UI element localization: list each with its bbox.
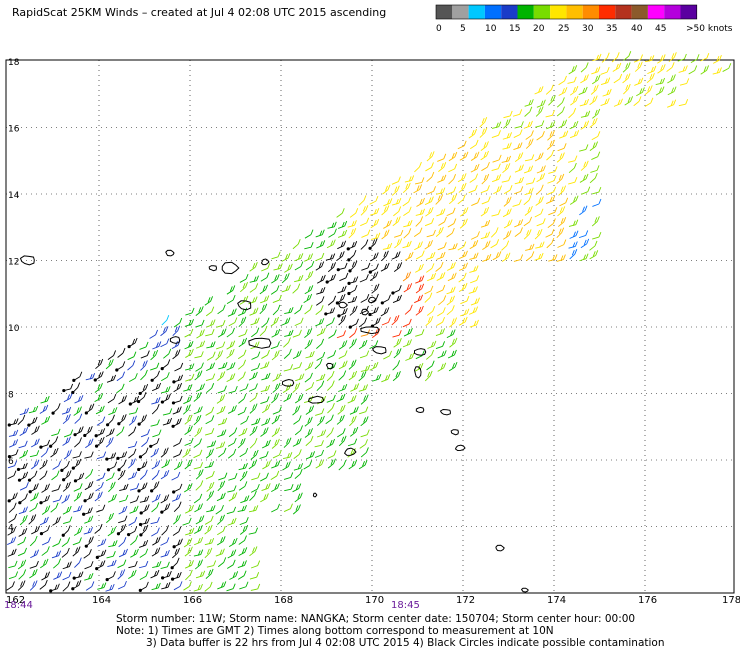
legend-swatch (550, 5, 567, 19)
island-outline (495, 544, 505, 552)
x-tick-label: 164 (92, 595, 111, 606)
x-tick-label: 162 (6, 595, 25, 606)
x-tick-label: 172 (456, 595, 475, 606)
legend-label: 45 (655, 24, 666, 34)
y-tick-label: 12 (8, 258, 19, 268)
island-outline (454, 444, 466, 452)
legend-swatch (631, 5, 648, 19)
island-outline (414, 348, 427, 356)
legend-swatch (517, 5, 534, 19)
island-outline (450, 429, 459, 436)
island-outline (413, 366, 422, 379)
y-tick-label: 16 (8, 125, 20, 135)
island-outline (19, 255, 35, 266)
legend-swatch (599, 5, 616, 19)
legend-label: 25 (558, 24, 569, 34)
y-tick-label: 18 (8, 58, 20, 68)
island-outline (367, 296, 377, 304)
island-outline (248, 337, 272, 349)
island-outline (208, 265, 218, 272)
legend-labels: 0 5 10 15 20 25 30 35 40 45 >50 knots (436, 24, 733, 34)
islands (19, 249, 529, 593)
legend-label: 35 (606, 24, 617, 34)
legend-label: 40 (631, 24, 643, 34)
y-tick-label: 4 (8, 524, 14, 534)
legend-swatch (452, 5, 469, 19)
x-tick-label: 178 (722, 595, 740, 606)
island-outline (415, 406, 425, 414)
island-outline (520, 587, 529, 593)
legend-label: 20 (533, 24, 545, 34)
footer-note-1: Note: 1) Times are GMT 2) Times along bo… (116, 625, 554, 637)
island-outline (237, 300, 252, 311)
legend-swatch (533, 5, 551, 19)
island-outline (343, 447, 357, 456)
island-outline (260, 258, 270, 266)
legend-label: 5 (460, 24, 466, 34)
y-tick-labels: 18 16 14 12 10 8 6 4 (8, 58, 20, 534)
x-tick-label: 174 (547, 595, 566, 606)
time-label-center: 18:45 (391, 600, 420, 611)
island-outline (325, 362, 334, 370)
footer-note-2: 3) Data buffer is 22 hrs from Jul 4 02:0… (146, 637, 665, 649)
y-tick-label: 10 (8, 324, 20, 334)
x-tick-label: 166 (183, 595, 202, 606)
legend-label: 15 (509, 24, 520, 34)
island-outline (360, 326, 380, 335)
legend-label: 30 (582, 24, 594, 34)
island-outline (165, 249, 175, 257)
legend-swatch (436, 5, 453, 19)
island-outline (169, 336, 181, 344)
y-tick-label: 14 (8, 191, 20, 201)
x-tick-label: 170 (365, 595, 384, 606)
island-outline (371, 346, 387, 355)
legend-swatch (680, 5, 697, 19)
footer-storm-info: Storm number: 11W; Storm name: NANGKA; S… (116, 613, 636, 625)
legend-swatch (582, 5, 599, 19)
island-outline (361, 308, 370, 316)
legend-label: 0 (436, 24, 442, 34)
wind-barbs (6, 50, 732, 593)
legend-label: >50 knots (686, 24, 733, 34)
island-outline (307, 395, 325, 404)
y-tick-label: 8 (8, 391, 14, 401)
y-tick-label: 6 (8, 457, 14, 467)
color-legend: 0 5 10 15 20 25 30 35 40 45 >50 knots (435, 4, 733, 34)
legend-label: 10 (485, 24, 497, 34)
island-outline (312, 492, 318, 498)
island-outline (439, 408, 451, 416)
time-label-left: 18:44 (4, 600, 33, 611)
legend-swatch (468, 5, 485, 19)
page-title: RapidScat 25KM Winds – created at Jul 4 … (12, 6, 387, 19)
legend-swatches (435, 4, 698, 20)
x-tick-labels: 162 164 166 168 170 172 174 176 178 (6, 595, 740, 606)
legend-swatch (647, 5, 665, 19)
island-outline (221, 261, 240, 275)
legend-swatch (484, 5, 502, 19)
legend-swatch (664, 5, 681, 19)
x-tick-label: 176 (638, 595, 657, 606)
x-tick-label: 168 (274, 595, 293, 606)
legend-swatch (615, 5, 632, 19)
island-outline (338, 301, 348, 309)
legend-swatch (501, 5, 518, 19)
legend-swatch (566, 5, 583, 19)
island-outline (281, 378, 295, 387)
